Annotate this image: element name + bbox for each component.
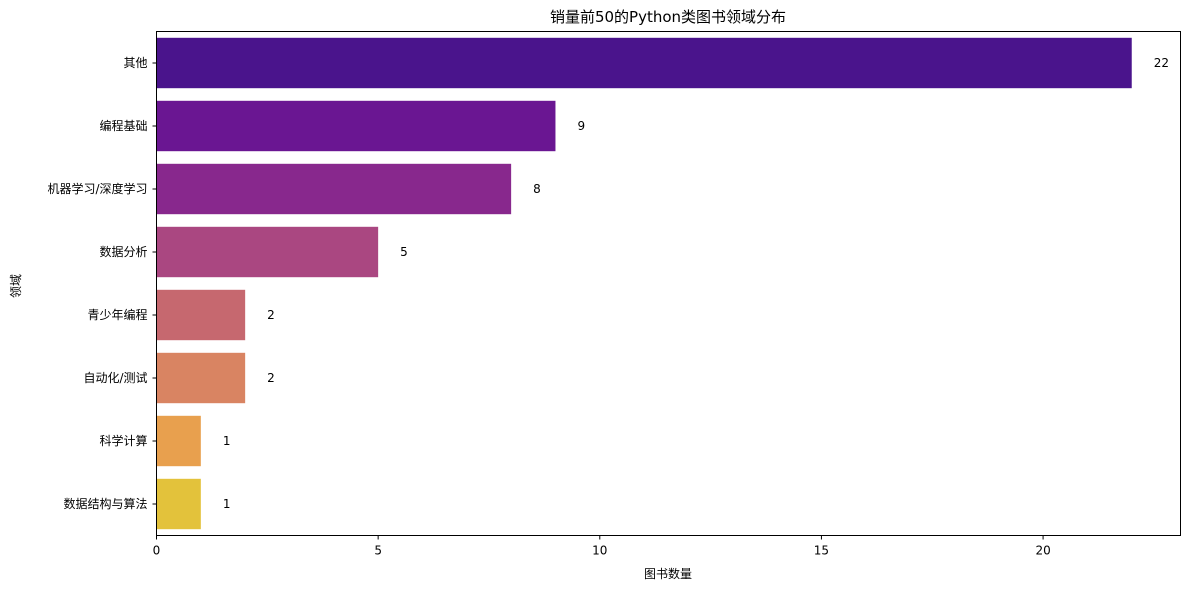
bar-value-label: 5 xyxy=(400,245,408,259)
bar-5 xyxy=(156,352,246,404)
x-tick-label: 0 xyxy=(153,544,161,558)
bar-value-label: 22 xyxy=(1154,56,1169,70)
bar-value-label: 1 xyxy=(223,434,231,448)
bar-2 xyxy=(156,163,512,215)
plot-area-frame xyxy=(156,31,1181,536)
x-tick-label: 20 xyxy=(1035,544,1050,558)
y-tick-label: 编程基础 xyxy=(99,118,147,133)
bar-0 xyxy=(156,37,1132,89)
y-tick-label: 科学计算 xyxy=(99,433,147,448)
x-tick-label: 10 xyxy=(592,544,607,558)
bar-value-label: 1 xyxy=(223,497,231,511)
bars-group xyxy=(156,37,1132,530)
x-axis-label: 图书数量 xyxy=(644,566,692,581)
bar-7 xyxy=(156,478,201,530)
y-axis-ticks: 其他编程基础机器学习/深度学习数据分析青少年编程自动化/测试科学计算数据结构与算… xyxy=(47,56,157,511)
y-axis-label: 领域 xyxy=(9,274,23,298)
y-tick-label: 其他 xyxy=(123,56,147,70)
bar-4 xyxy=(156,289,246,341)
y-tick-label: 自动化/测试 xyxy=(83,370,147,385)
y-tick-label: 数据分析 xyxy=(99,244,147,259)
x-tick-label: 5 xyxy=(374,544,382,558)
bar-6 xyxy=(156,415,201,467)
y-tick-label: 数据结构与算法 xyxy=(63,496,147,511)
bar-1 xyxy=(156,100,556,152)
bar-value-label: 2 xyxy=(267,371,275,385)
bar-value-label: 2 xyxy=(267,308,275,322)
bar-value-label: 9 xyxy=(577,119,585,133)
x-axis-ticks: 0 5 10 15 20 xyxy=(153,535,1051,558)
bar-value-label: 8 xyxy=(533,182,541,196)
chart-title: 销量前50的Python类图书领域分布 xyxy=(550,8,786,26)
x-tick-label: 15 xyxy=(814,544,829,558)
bar-3 xyxy=(156,226,379,278)
y-tick-label: 机器学习/深度学习 xyxy=(47,181,147,196)
y-tick-label: 青少年编程 xyxy=(87,307,147,322)
